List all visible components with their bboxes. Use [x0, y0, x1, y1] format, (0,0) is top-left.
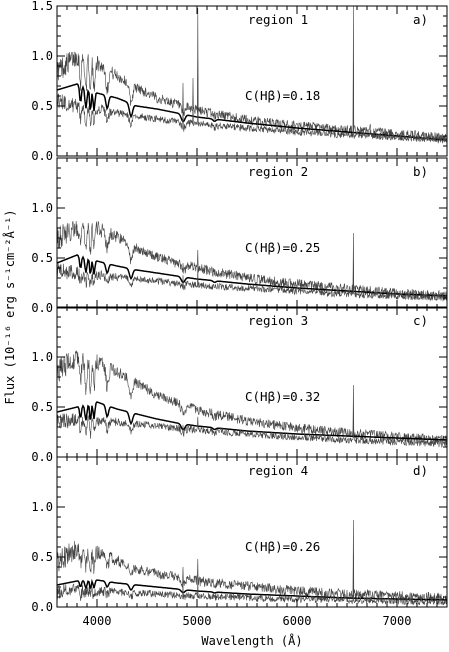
x-axis-label: Wavelength (Å) [201, 633, 302, 648]
y-tick-label: 0.0 [31, 149, 53, 163]
y-axis-label: Flux (10⁻¹⁶ erg s⁻¹cm⁻²Å⁻¹) [2, 209, 17, 404]
extinction-label: C(Hβ)=0.18 [245, 88, 320, 103]
series-observed [57, 59, 447, 144]
x-tick-label: 5000 [183, 614, 212, 628]
series-observed [57, 409, 447, 448]
panel-letter: b) [413, 164, 428, 179]
extinction-label: C(Hβ)=0.26 [245, 539, 320, 554]
region-label: region 1 [248, 12, 308, 27]
spectrum-panel-4: 0.0 0.5 1.0 region 4 d) C(Hβ)=0.26 [31, 456, 448, 614]
spectrum-panel-3: 0.0 0.5 1.0 region 3 c) C(Hβ)=0.32 [31, 306, 448, 464]
y-tick-label: 0.0 [31, 600, 53, 614]
extinction-label: C(Hβ)=0.25 [245, 240, 320, 255]
spectrum-panel-1: 0.0 0.5 1.0 1.5 region 1 a) C(Hβ)=0.18 [31, 0, 448, 163]
series-dereddened [57, 519, 447, 603]
x-tick-label: 6000 [283, 614, 312, 628]
panel-frame [56, 456, 448, 608]
series-observed [57, 261, 447, 302]
x-tick-label: 4000 [83, 614, 112, 628]
extinction-label: C(Hβ)=0.32 [245, 389, 320, 404]
panel-plot-area [57, 350, 447, 448]
y-tick-label: 1.0 [31, 49, 53, 63]
region-label: region 4 [248, 463, 308, 478]
panel-plot-area [57, 6, 447, 144]
panel-plot-area [57, 220, 447, 302]
y-tick-label: 0.5 [31, 400, 53, 414]
region-label: region 2 [248, 164, 308, 179]
y-tick-label: 1.0 [31, 350, 53, 364]
panel-letter: c) [413, 313, 428, 328]
y-tick-label: 1.0 [31, 201, 53, 215]
panel-frame [56, 5, 448, 157]
series-dereddened [57, 220, 447, 301]
y-tick-label: 0.5 [31, 550, 53, 564]
y-tick-label: 0.5 [31, 99, 53, 113]
series-observed [57, 554, 447, 606]
y-tick-label: 1.0 [31, 500, 53, 514]
region-label: region 3 [248, 313, 308, 328]
panel-letter: a) [413, 12, 428, 27]
x-tick-label: 7000 [383, 614, 412, 628]
y-tick-label: 0.5 [31, 251, 53, 265]
panel-letter: d) [413, 463, 428, 478]
y-tick-label: 1.5 [31, 0, 53, 13]
panel-plot-area [57, 519, 447, 606]
y-tick-label: 0.0 [31, 301, 53, 315]
series-dereddened [57, 350, 447, 445]
panel-frame [56, 157, 448, 309]
series-model [57, 254, 447, 297]
spectrum-panel-2: 0.0 0.5 1.0 region 2 b) C(Hβ)=0.25 [31, 157, 448, 315]
y-tick-label: 0.0 [31, 450, 53, 464]
